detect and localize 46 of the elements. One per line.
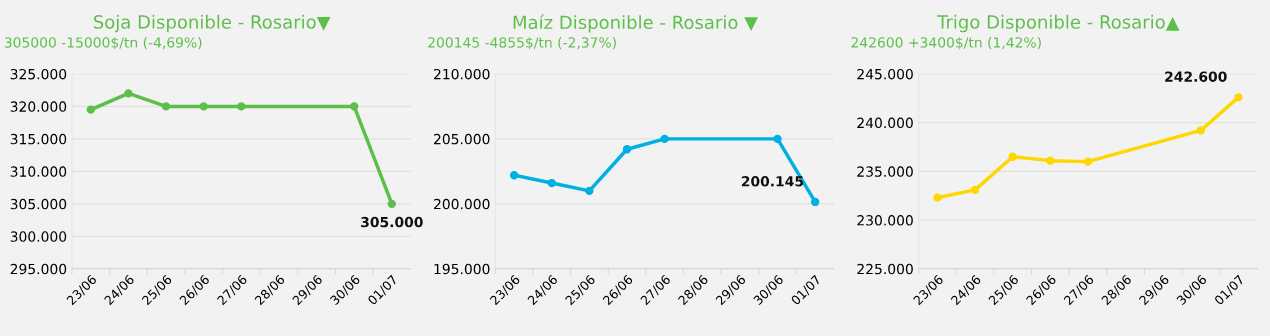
point: [933, 193, 942, 202]
chart-subtitle: 200145 -4855$/tn (-2,37%): [428, 36, 616, 50]
point: [547, 178, 556, 188]
chart-title: Maíz Disponible - Rosario ▼: [513, 14, 758, 33]
chart-subtitle: 242600 +3400$/tn (1,42%): [851, 36, 1041, 50]
y-tick-label: 300.000: [10, 231, 67, 242]
point: [1046, 156, 1055, 165]
point: [124, 89, 133, 98]
point: [237, 102, 246, 111]
point: [660, 134, 669, 144]
y-tick-label: 230.000: [857, 215, 913, 226]
chart-title: Trigo Disponible - Rosario▲: [937, 14, 1180, 33]
y-tick-label: 235.000: [857, 166, 913, 177]
y-tick-label: 195.000: [434, 263, 490, 275]
point: [773, 134, 782, 144]
y-tick-label: 245.000: [857, 68, 913, 80]
chart-subtitle: 305000 -15000$/tn (-4,69%): [4, 36, 202, 50]
y-tick-label: 225.000: [857, 263, 913, 275]
y-tick-label: 320.000: [10, 101, 67, 112]
y-tick-label: 240.000: [857, 117, 913, 129]
point: [350, 102, 359, 111]
point: [86, 105, 95, 114]
point: [1008, 152, 1017, 161]
y-tick-label: 205.000: [434, 133, 490, 145]
point: [810, 197, 820, 207]
text: 200.145: [741, 176, 804, 187]
point: [970, 185, 980, 195]
y-tick-label: 315.000: [10, 133, 67, 145]
y-tick-label: 210.000: [434, 68, 490, 80]
text: 305.000: [361, 216, 423, 228]
y-tick-label: 305.000: [10, 198, 67, 210]
point: [1196, 126, 1206, 135]
point: [161, 102, 171, 111]
text: 242.600: [1165, 71, 1227, 82]
chart-title: Soja Disponible - Rosario▼: [93, 14, 331, 33]
y-tick-label: 310.000: [10, 166, 67, 177]
point: [387, 199, 396, 209]
y-tick-label: 200.000: [434, 198, 490, 210]
point: [585, 186, 594, 196]
point: [509, 171, 519, 180]
y-tick-label: 325.000: [10, 68, 67, 80]
point: [622, 145, 632, 154]
point: [1234, 93, 1243, 102]
y-tick-label: 295.000: [10, 263, 67, 275]
point: [1083, 157, 1093, 166]
point: [199, 102, 208, 111]
